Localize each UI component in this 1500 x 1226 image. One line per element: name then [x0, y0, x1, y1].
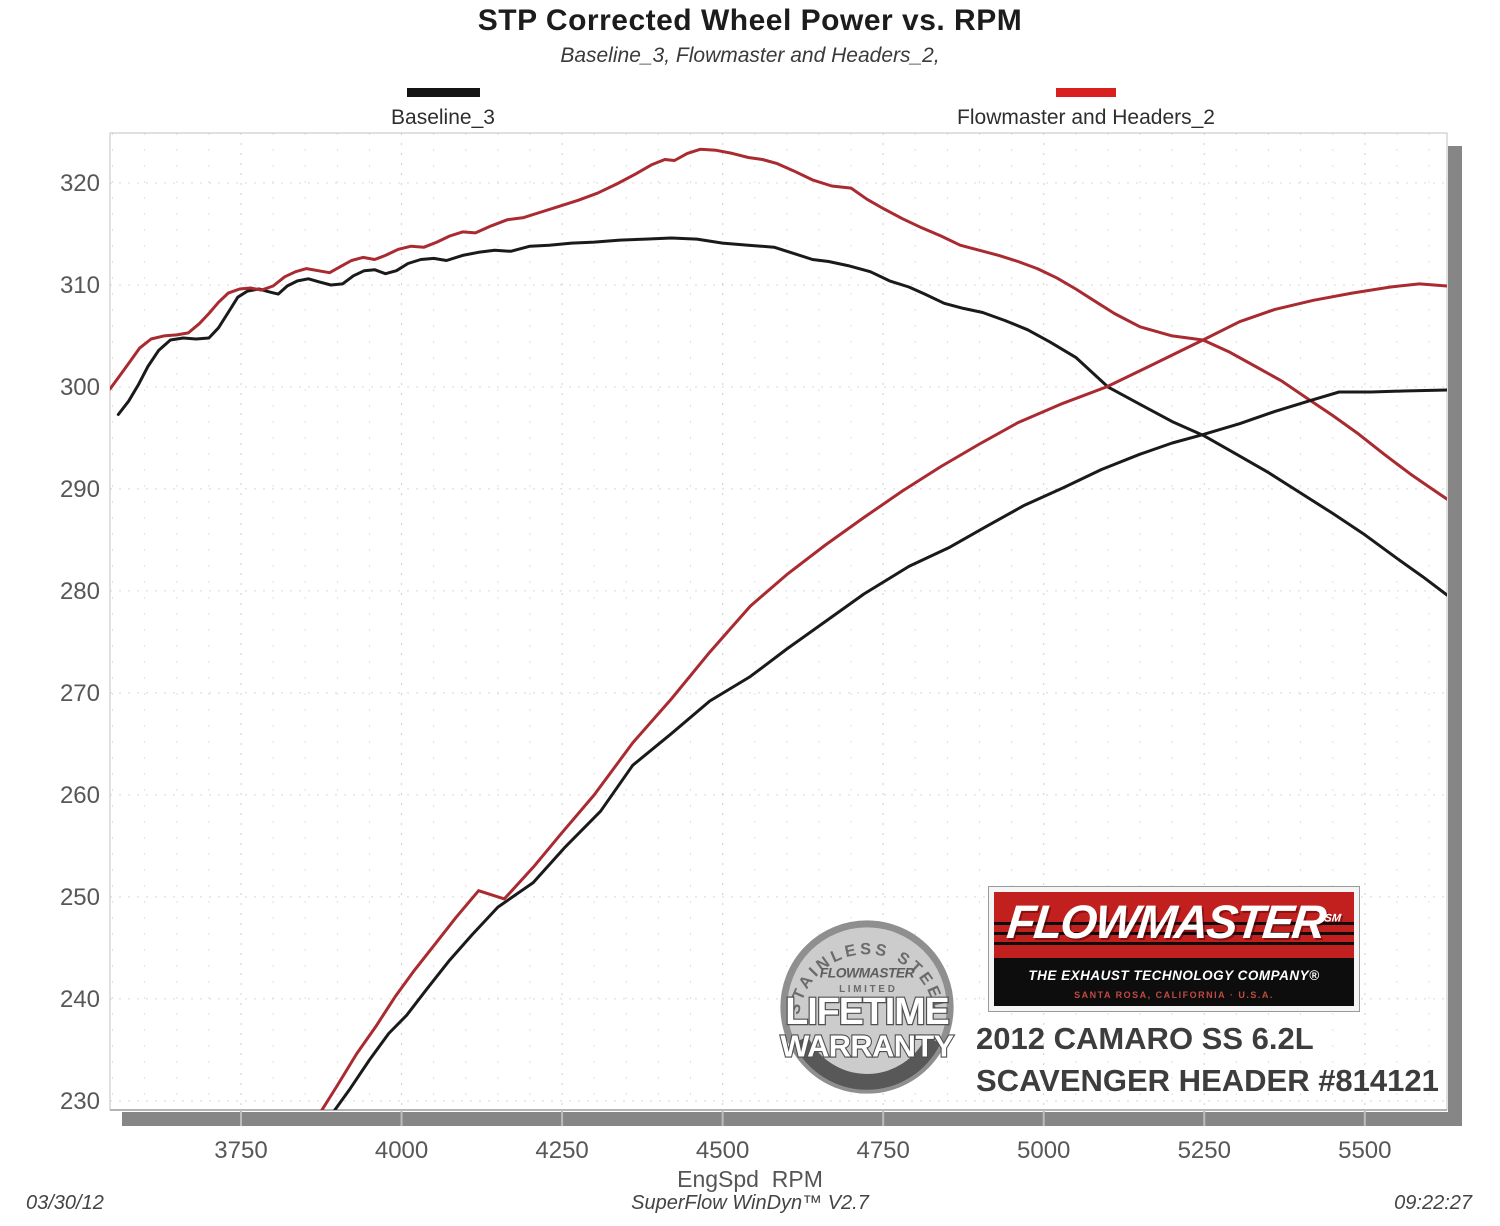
x-tick-label: 4000 [375, 1137, 428, 1164]
badge-bottom-arc [793, 1036, 941, 1090]
chart-subtitle: Baseline_3, Flowmaster and Headers_2, [560, 44, 940, 67]
badge-circle [780, 920, 954, 1094]
logo-sm-mark: SM [1323, 912, 1342, 925]
logo-address: SANTA ROSA, CALIFORNIA · U.S.A. [1074, 990, 1274, 1000]
y-tick-label: 240 [60, 986, 100, 1013]
footer-date: 03/30/12 [26, 1192, 104, 1214]
x-tick-label: 3750 [214, 1137, 267, 1164]
page-title: STP Corrected Wheel Power vs. RPM [477, 4, 1023, 37]
legend-flowmaster-label: Flowmaster and Headers_2 [957, 106, 1215, 129]
flowmaster-logo: FLOWMASTERSM THE EXHAUST TECHNOLOGY COMP… [988, 886, 1360, 1012]
badge-warranty: WARRANTY [780, 1029, 953, 1064]
legend-flowmaster-swatch [1056, 88, 1116, 97]
plot-shadow-right [1448, 146, 1462, 1126]
x-tick-label: 5250 [1178, 1137, 1231, 1164]
vehicle-line1: 2012 CAMARO SS 6.2L [976, 1021, 1314, 1056]
y-tick-label: 290 [60, 476, 100, 503]
logo-red-field [994, 892, 1354, 958]
y-tick-label: 310 [60, 272, 100, 299]
logo-pinstripe [994, 942, 1354, 945]
badge-lifetime: LIFETIME [785, 990, 948, 1032]
legend-baseline-label: Baseline_3 [391, 106, 495, 129]
logo-tagline: THE EXHAUST TECHNOLOGY COMPANY® [1028, 968, 1320, 983]
logo-pinstripe [994, 922, 1354, 925]
x-tick-label: 4750 [856, 1137, 909, 1164]
y-tick-label: 320 [60, 170, 100, 197]
vehicle-line2: SCAVENGER HEADER #814121 [976, 1063, 1439, 1098]
y-tick-label: 250 [60, 884, 100, 911]
y-tick-label: 270 [60, 680, 100, 707]
x-tick-label: 4500 [696, 1137, 749, 1164]
y-tick-label: 300 [60, 374, 100, 401]
y-tick-label: 260 [60, 782, 100, 809]
plot-shadow-bottom [122, 1112, 1462, 1126]
curve-flowmaster-and-headers-2-power-falling- [110, 147, 1447, 501]
y-tick-label: 280 [60, 578, 100, 605]
logo-brand-word: FLOWMASTER [1004, 895, 1327, 948]
x-tick-label: 5000 [1017, 1137, 1070, 1164]
flowmaster-logo-inner: FLOWMASTERSM THE EXHAUST TECHNOLOGY COMP… [994, 892, 1354, 1006]
badge-limited: L I M I T E D [839, 984, 895, 995]
vehicle-info: 2012 CAMARO SS 6.2L SCAVENGER HEADER #81… [976, 1018, 1439, 1102]
curve-baseline-3-power-falling- [116, 236, 1447, 597]
warranty-badge: STAINLESS STEEL FLOWMASTER L I M I T E D… [779, 920, 955, 1094]
x-tick-label: 5500 [1338, 1137, 1391, 1164]
curve-baseline-3-rising- [333, 388, 1447, 1110]
x-tick-label: 4250 [535, 1137, 588, 1164]
badge-brand: FLOWMASTER [820, 964, 915, 980]
legend-baseline-swatch [407, 88, 480, 97]
footer-software: SuperFlow WinDyn™ V2.7 [631, 1192, 869, 1214]
logo-pinstripe [994, 932, 1354, 935]
logo-brand-text: FLOWMASTERSM [994, 894, 1354, 949]
footer-time: 09:22:27 [1394, 1192, 1472, 1214]
curve-flowmaster-and-headers-2-rising- [320, 282, 1447, 1110]
y-tick-label: 230 [60, 1088, 100, 1115]
x-axis-title: EngSpd RPM [677, 1166, 823, 1192]
